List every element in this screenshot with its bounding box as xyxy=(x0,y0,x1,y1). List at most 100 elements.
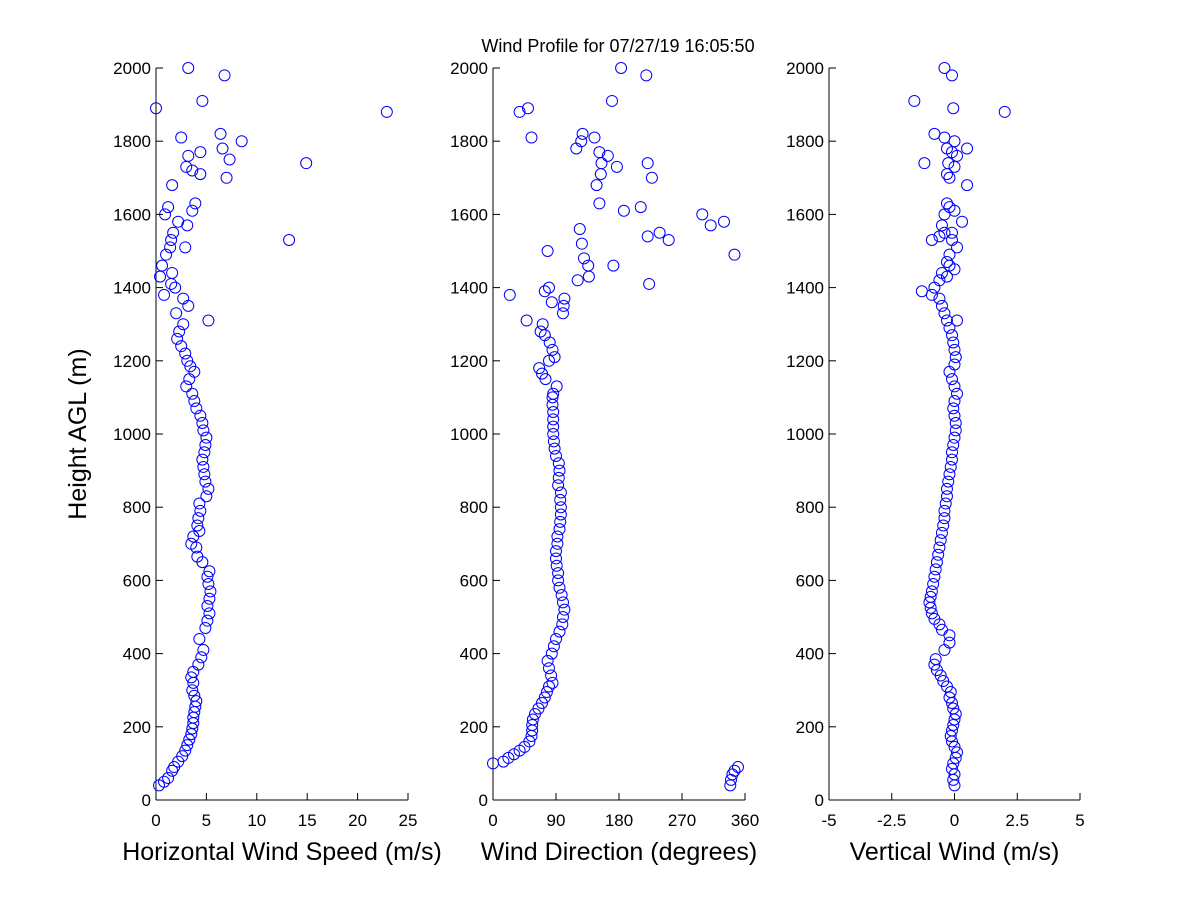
data-point xyxy=(943,321,956,334)
data-point xyxy=(935,299,948,312)
data-point xyxy=(546,391,559,404)
data-point xyxy=(547,406,560,419)
data-point xyxy=(606,94,618,107)
data-point xyxy=(540,686,553,699)
data-point xyxy=(554,508,567,521)
data-point xyxy=(942,157,955,170)
data-point xyxy=(525,131,538,144)
data-point xyxy=(943,691,956,704)
data-point xyxy=(924,590,937,603)
data-point xyxy=(188,395,201,408)
data-point xyxy=(610,160,623,173)
data-point xyxy=(947,757,960,770)
data-point xyxy=(951,387,964,400)
data-point xyxy=(503,288,516,301)
data-point xyxy=(197,643,210,656)
data-point xyxy=(728,764,741,777)
data-point xyxy=(199,475,212,488)
data-point xyxy=(550,380,563,393)
data-point xyxy=(203,607,216,620)
data-point xyxy=(554,486,567,499)
y-tick-label: 2000 xyxy=(113,59,151,78)
data-point xyxy=(192,512,205,525)
data-point xyxy=(927,578,940,591)
data-point xyxy=(945,446,958,459)
data-point xyxy=(552,567,565,580)
data-point xyxy=(300,157,313,170)
data-point xyxy=(594,168,607,181)
data-point xyxy=(938,208,951,221)
x-tick-label: 10 xyxy=(247,811,266,830)
x-tick-label: 20 xyxy=(348,811,367,830)
data-point xyxy=(548,442,561,455)
y-tick-label: 0 xyxy=(479,791,488,810)
data-point xyxy=(166,179,179,192)
data-point xyxy=(588,131,601,144)
data-point xyxy=(945,226,958,239)
y-tick-label: 0 xyxy=(815,791,824,810)
y-tick-label: 600 xyxy=(460,571,488,590)
data-point xyxy=(943,259,956,272)
data-point xyxy=(543,662,555,675)
data-point xyxy=(948,431,961,444)
data-point xyxy=(283,234,296,247)
data-point xyxy=(945,373,958,386)
y-tick-label: 600 xyxy=(796,571,824,590)
data-point xyxy=(933,230,946,243)
data-point xyxy=(643,277,656,290)
data-point xyxy=(961,142,974,155)
data-point xyxy=(200,490,213,503)
data-point xyxy=(196,453,209,466)
data-point xyxy=(182,62,195,74)
panel-3: 0 200 400 600 800 1000 1200 1400 1600 1800 2000 -5 -… xyxy=(786,59,1085,866)
data-point xyxy=(197,460,210,473)
x-tick-label: 180 xyxy=(605,811,633,830)
data-point xyxy=(223,153,236,166)
data-point xyxy=(180,380,193,393)
data-point xyxy=(536,697,548,710)
data-point xyxy=(520,314,533,327)
data-point xyxy=(175,340,188,353)
y-tick-label: 1200 xyxy=(786,352,824,371)
data-point xyxy=(925,234,938,247)
y-tick-label: 1000 xyxy=(113,425,151,444)
data-point xyxy=(167,226,180,239)
data-point xyxy=(150,102,162,115)
data-point xyxy=(522,102,534,115)
x-tick-label: 270 xyxy=(668,811,696,830)
data-point xyxy=(552,574,565,587)
y-tick-label: 400 xyxy=(123,645,151,664)
data-point xyxy=(935,623,948,636)
x-tick-label: 25 xyxy=(399,811,418,830)
data-point xyxy=(550,449,562,462)
data-point xyxy=(546,343,559,356)
data-point xyxy=(513,105,526,118)
y-tick-label: 200 xyxy=(123,718,151,737)
data-point xyxy=(214,127,227,140)
data-point xyxy=(158,775,171,788)
data-point xyxy=(949,424,962,437)
data-point xyxy=(554,501,567,514)
data-point xyxy=(945,453,958,466)
data-point xyxy=(186,204,199,217)
data-point xyxy=(543,281,555,294)
x-tick-label: 0 xyxy=(151,811,160,830)
data-point xyxy=(173,325,186,338)
data-point xyxy=(193,497,206,510)
data-point xyxy=(728,248,741,261)
data-point xyxy=(944,460,957,473)
data-point xyxy=(662,234,675,247)
data-point xyxy=(925,585,938,598)
x-axis-label: Vertical Wind (m/s) xyxy=(850,838,1060,866)
data-point xyxy=(933,274,946,287)
data-point xyxy=(201,600,214,613)
data-point xyxy=(176,750,189,763)
data-point xyxy=(193,524,206,537)
data-point xyxy=(945,724,958,737)
x-axis-label: Wind Direction (degrees) xyxy=(481,838,758,866)
data-point xyxy=(201,570,214,583)
x-tick-label: 5 xyxy=(202,811,211,830)
data-point xyxy=(940,142,953,155)
data-point xyxy=(162,772,175,785)
data-point xyxy=(940,255,953,268)
